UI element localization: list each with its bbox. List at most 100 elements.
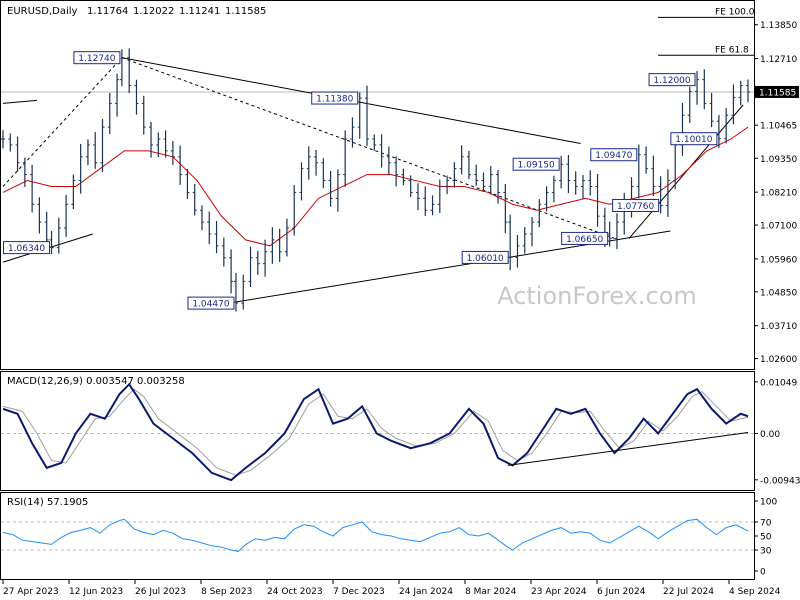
price-tick-label: 1.07100 bbox=[760, 222, 797, 232]
fib-level-label: FE 100.0 bbox=[715, 7, 755, 17]
price-bar bbox=[306, 146, 311, 180]
svg-text:1.06340: 1.06340 bbox=[8, 244, 45, 254]
price-tick-label: 1.13850 bbox=[760, 21, 797, 31]
svg-text:1.09150: 1.09150 bbox=[518, 161, 555, 171]
price-bar bbox=[437, 179, 442, 214]
macd-axis: 0.01049 0.00 -0.009435 bbox=[754, 378, 800, 486]
rsi-tick-label: 30 bbox=[760, 547, 772, 557]
price-bar bbox=[314, 149, 319, 176]
price-bar bbox=[149, 121, 154, 158]
price-bar bbox=[423, 186, 428, 216]
price-bar bbox=[127, 48, 132, 93]
price-bar bbox=[199, 205, 204, 231]
price-bar bbox=[350, 117, 355, 148]
svg-text:1.06650: 1.06650 bbox=[566, 235, 603, 245]
level-label: 1.12000 bbox=[648, 73, 696, 87]
last-price-box bbox=[755, 85, 799, 98]
price-labels: 1.12740 1.11380 1.06340 1.04470 1.06010 1.091… bbox=[3, 51, 718, 310]
level-label: 1.09470 bbox=[590, 148, 638, 162]
level-label: 1.09150 bbox=[512, 157, 560, 171]
price-bar bbox=[702, 69, 707, 110]
price-bar bbox=[503, 183, 508, 234]
x-tick-label: 6 Jun 2024 bbox=[597, 587, 646, 597]
price-bar bbox=[481, 172, 486, 192]
price-bar bbox=[459, 145, 464, 175]
price-bar bbox=[530, 216, 535, 247]
price-bar bbox=[107, 92, 112, 135]
svg-text:1.07760: 1.07760 bbox=[617, 202, 654, 212]
price-bar bbox=[636, 144, 641, 199]
price-bar bbox=[379, 134, 384, 168]
price-bar bbox=[100, 118, 105, 173]
price-bar bbox=[292, 185, 297, 236]
price-bar bbox=[115, 73, 120, 117]
low-value: 1.11241 bbox=[179, 6, 220, 17]
price-bar bbox=[44, 211, 49, 246]
price-bar bbox=[30, 164, 35, 213]
x-tick-label: 26 Jul 2023 bbox=[135, 587, 186, 597]
x-tick-label: 8 Sep 2023 bbox=[201, 587, 252, 597]
price-bar bbox=[372, 134, 377, 151]
price-bar bbox=[687, 86, 692, 123]
x-tick-label: 8 Mar 2024 bbox=[465, 587, 517, 597]
price-bar bbox=[170, 141, 175, 165]
macd-tick-label: 0.01049 bbox=[760, 378, 797, 388]
x-tick-label: 23 Apr 2024 bbox=[531, 587, 587, 597]
price-tick-label: 1.12710 bbox=[760, 55, 797, 65]
price-bar bbox=[185, 168, 190, 199]
price-bar bbox=[229, 249, 234, 294]
price-bar bbox=[544, 186, 549, 212]
macd-label: MACD(12,26,9) 0.003547 0.003258 bbox=[7, 376, 185, 387]
price-tick-label: 1.03710 bbox=[760, 322, 797, 332]
price-panel-frame bbox=[0, 0, 755, 370]
x-tick-label: 22 Jul 2024 bbox=[663, 587, 714, 597]
price-tick-label: 1.02600 bbox=[760, 355, 797, 365]
x-tick-label: 12 Jun 2023 bbox=[69, 587, 123, 597]
price-bar bbox=[56, 217, 61, 254]
price-bar bbox=[119, 49, 124, 87]
price-bar bbox=[233, 272, 238, 312]
price-bar bbox=[365, 85, 370, 146]
price-bar bbox=[724, 108, 729, 144]
price-tick-label: 1.04850 bbox=[760, 288, 797, 298]
price-bar bbox=[207, 211, 212, 245]
price-bar bbox=[537, 199, 542, 228]
macd-main-line bbox=[2, 382, 749, 482]
chart-header: EURUSD,Daily 1.11764 1.12022 1.11241 1.1… bbox=[7, 6, 266, 17]
fibonacci-levels: FE 100.0 FE 61.8 bbox=[658, 7, 755, 56]
price-bar bbox=[277, 228, 282, 262]
price-bar bbox=[474, 164, 479, 186]
price-bar bbox=[522, 227, 527, 254]
price-bar bbox=[357, 92, 362, 139]
macd-signal-line bbox=[2, 388, 749, 476]
price-bar bbox=[299, 162, 304, 201]
level-label: 1.12740 bbox=[73, 51, 121, 65]
price-bar bbox=[415, 183, 420, 211]
price-bars bbox=[1, 48, 750, 312]
price-bar bbox=[551, 175, 556, 203]
level-label: 1.11380 bbox=[311, 91, 359, 105]
last-price-label: 1.11585 bbox=[759, 88, 796, 98]
level-label: 1.06340 bbox=[3, 241, 51, 255]
price-tick-label: 1.10465 bbox=[760, 122, 797, 132]
price-bar bbox=[22, 157, 27, 187]
rsi-tick-label: 50 bbox=[760, 533, 772, 543]
price-bar bbox=[156, 132, 161, 158]
rsi-series-line bbox=[2, 518, 749, 552]
level-label: 1.06010 bbox=[461, 250, 509, 264]
price-bar bbox=[221, 237, 226, 267]
rsi-tick-label: 100 bbox=[760, 498, 777, 508]
price-bar bbox=[178, 145, 183, 185]
price-bar bbox=[93, 131, 98, 169]
open-value: 1.11764 bbox=[87, 6, 128, 17]
price-bar bbox=[37, 197, 42, 234]
price-bar bbox=[78, 143, 83, 194]
price-bar bbox=[588, 170, 593, 196]
price-bar bbox=[321, 158, 326, 189]
macd-tick-label: 0.00 bbox=[760, 430, 780, 440]
x-axis: 27 Apr 2023 12 Jun 2023 26 Jul 2023 8 Sep 2… bbox=[2, 580, 781, 597]
price-bar bbox=[8, 133, 13, 152]
price-bar bbox=[71, 174, 76, 210]
macd-lines bbox=[1, 382, 754, 482]
